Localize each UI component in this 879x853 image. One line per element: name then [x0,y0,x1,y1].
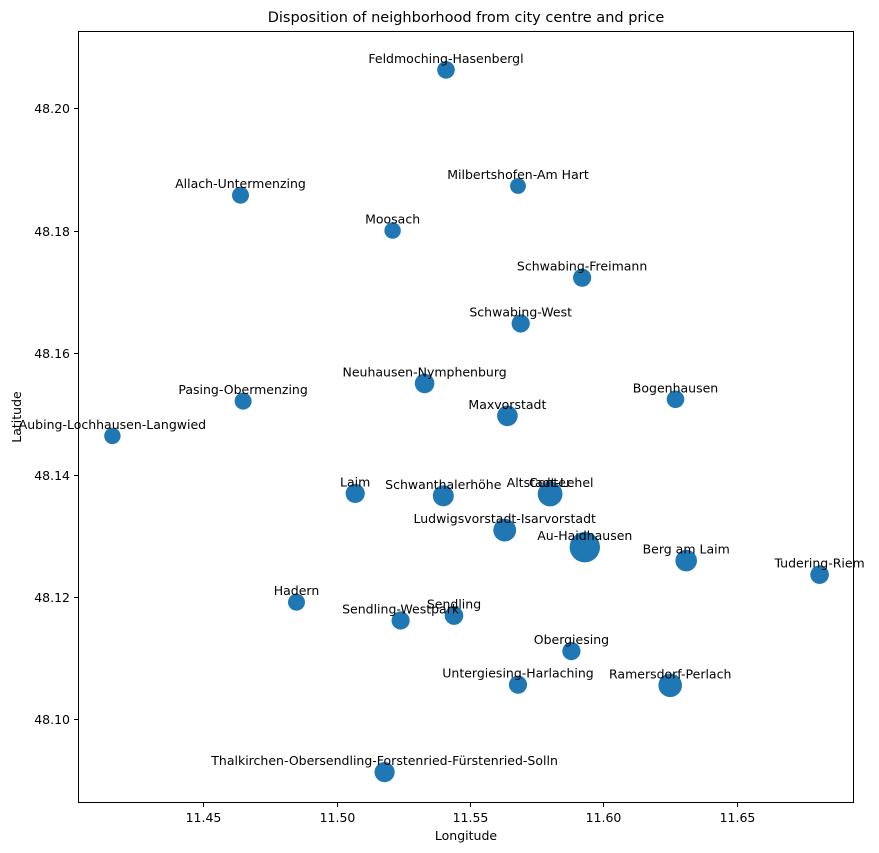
point-label-hadern: Hadern [274,583,320,598]
point-milbertshofen-am-hart [510,178,526,194]
point-center [545,489,555,499]
point-label-berg-am-laim: Berg am Laim [643,542,730,557]
point-label-schwabing-west: Schwabing-West [469,305,572,320]
y-tick-label: 48.10 [34,712,70,727]
x-tick-label: 11.45 [186,810,222,825]
x-axis-label: Longitude [435,828,497,843]
point-thalkirchen-obersendling-forstenried-furstenried-solln [374,762,395,783]
point-moosach [384,222,401,239]
point-hadern [288,593,305,611]
point-label-tudering-riem: Tudering-Riem [773,556,864,571]
point-untergiesing-harlaching [508,675,528,694]
point-label-sendling: Sendling [427,597,481,612]
y-tick-label: 48.16 [34,346,70,361]
point-label-au-haidhausen: Au-Haidhausen [537,528,632,543]
x-tick-label: 11.65 [720,810,756,825]
point-label-allach-untermenzing: Allach-Untermenzing [175,176,306,191]
points-layer [104,61,829,783]
point-schwanthalerhohe [432,485,454,507]
point-label-center: Center [529,475,572,490]
x-tick-label: 11.55 [453,810,489,825]
point-tudering-riem [810,565,829,584]
point-neuhausen-nymphenburg [414,373,435,394]
point-maxvorstadt [497,405,518,427]
point-obergiesing [562,642,581,661]
point-aubing-lochhausen-langwied [104,427,121,445]
y-tick-label: 48.20 [34,101,70,116]
point-labels-layer: Feldmoching-Hasenbergl Milbertshofen-Am H… [19,51,865,768]
point-label-ramersdorf-perlach: Ramersdorf-Perlach [609,666,731,681]
point-pasing-obermenzing [234,392,252,410]
point-bogenhausen [666,390,685,409]
point-au-haidhausen [569,532,600,563]
y-tick-label: 48.18 [34,224,70,239]
point-laim [345,483,365,503]
point-label-pasing-obermenzing: Pasing-Obermenzing [178,382,307,397]
point-label-moosach: Moosach [365,212,420,227]
point-label-feldmoching-hasenbergl: Feldmoching-Hasenbergl [368,51,523,66]
point-label-bogenhausen: Bogenhausen [633,380,718,395]
point-sendling-westpark [391,611,410,630]
point-label-schwanthalerhohe: Schwanthalerhöhe [385,477,502,492]
y-axis: 48.10 48.12 48.14 48.16 48.18 48.20 [34,101,79,727]
chart-title: Disposition of neighborhood from city ce… [268,10,665,26]
point-berg-am-laim [675,549,697,572]
point-label-untergiesing-harlaching: Untergiesing-Harlaching [442,666,594,681]
point-label-milbertshofen-am-hart: Milbertshofen-Am Hart [447,167,589,182]
point-sendling [444,606,464,625]
point-label-ludwigsvorstadt-isarvorstadt: Ludwigsvorstadt-Isarvorstadt [413,511,596,526]
y-tick-label: 48.12 [34,590,70,605]
x-axis: 11.45 11.50 11.55 11.60 11.65 [186,802,756,825]
point-label-maxvorstadt: Maxvorstadt [468,397,546,412]
point-label-altstadt-lehel: Altstadt-Lehel [507,475,594,490]
y-axis-label: Latitude [9,391,24,443]
plot-frame [78,31,854,803]
y-tick-label: 48.14 [34,468,70,483]
point-label-neuhausen-nymphenburg: Neuhausen-Nymphenburg [342,364,506,379]
x-tick-label: 11.50 [320,810,356,825]
point-ramersdorf-perlach [658,673,682,698]
point-label-aubing-lochhausen-langwied: Aubing-Lochhausen-Langwied [19,417,206,432]
point-label-thalkirchen-obersendling-forstenried-furstenried-solln: Thalkirchen-Obersendling-Forstenried-Für… [210,753,558,768]
point-label-laim: Laim [340,474,370,489]
point-feldmoching-hasenbergl [437,61,455,79]
point-label-sendling-westpark: Sendling-Westpark [342,602,460,617]
point-schwabing-west [511,314,530,333]
point-allach-untermenzing [232,186,249,204]
point-schwabing-freimann [573,268,592,287]
point-ludwigsvorstadt-isarvorstadt [493,518,517,542]
point-label-schwabing-freimann: Schwabing-Freimann [517,259,647,274]
point-label-obergiesing: Obergiesing [534,632,609,647]
x-tick-label: 11.60 [586,810,622,825]
